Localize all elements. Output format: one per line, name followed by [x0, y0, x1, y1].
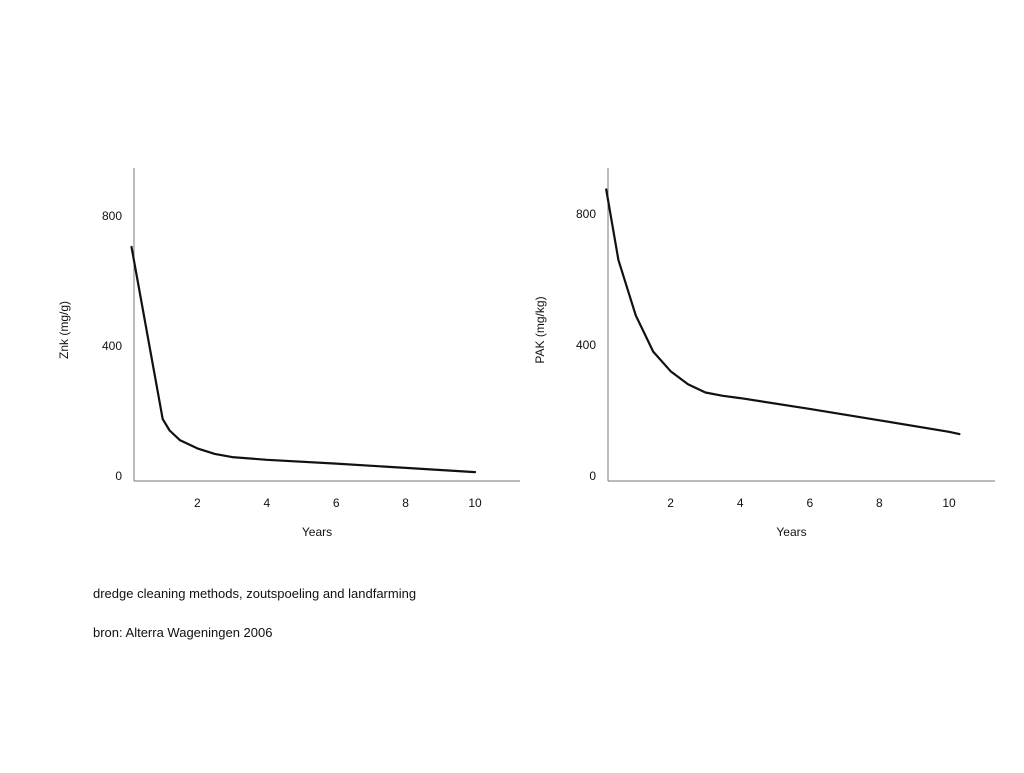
- znk-x-tick-label: 10: [468, 496, 482, 510]
- znk-x-tick-label: 6: [333, 496, 340, 510]
- caption-methods: dredge cleaning methods, zoutspoeling an…: [93, 586, 417, 601]
- pak-x-tick-label: 2: [667, 496, 674, 510]
- zinc-chart: 0 400 800 2 4 6 8 10 Years Znk (mg/g): [57, 168, 520, 539]
- pak-series-line: [605, 188, 961, 436]
- pak-y-tick-label: 0: [589, 469, 596, 483]
- pak-chart: 0 400 800 2 4 6 8 10 Years PAK (mg/kg): [533, 168, 995, 539]
- pak-y-tick-label: 400: [576, 338, 596, 352]
- pak-x-tick-label: 6: [806, 496, 813, 510]
- znk-y-axis-label: Znk (mg/g): [57, 301, 71, 359]
- znk-x-tick-label: 8: [402, 496, 409, 510]
- pak-y-tick-label: 800: [576, 207, 596, 221]
- pak-y-axis-label: PAK (mg/kg): [533, 296, 547, 363]
- pak-x-tick-label: 4: [737, 496, 744, 510]
- znk-x-tick-label: 2: [194, 496, 201, 510]
- pak-x-tick-label: 10: [942, 496, 956, 510]
- znk-x-axis-label: Years: [302, 525, 332, 539]
- znk-x-tick-label: 4: [263, 496, 270, 510]
- znk-y-tick-label: 0: [115, 469, 122, 483]
- caption-source: bron: Alterra Wageningen 2006: [93, 625, 273, 640]
- pak-x-tick-label: 8: [876, 496, 883, 510]
- znk-y-tick-label: 800: [102, 209, 122, 223]
- znk-series-line: [130, 245, 477, 474]
- pak-x-axis-label: Years: [776, 525, 806, 539]
- znk-y-tick-label: 400: [102, 339, 122, 353]
